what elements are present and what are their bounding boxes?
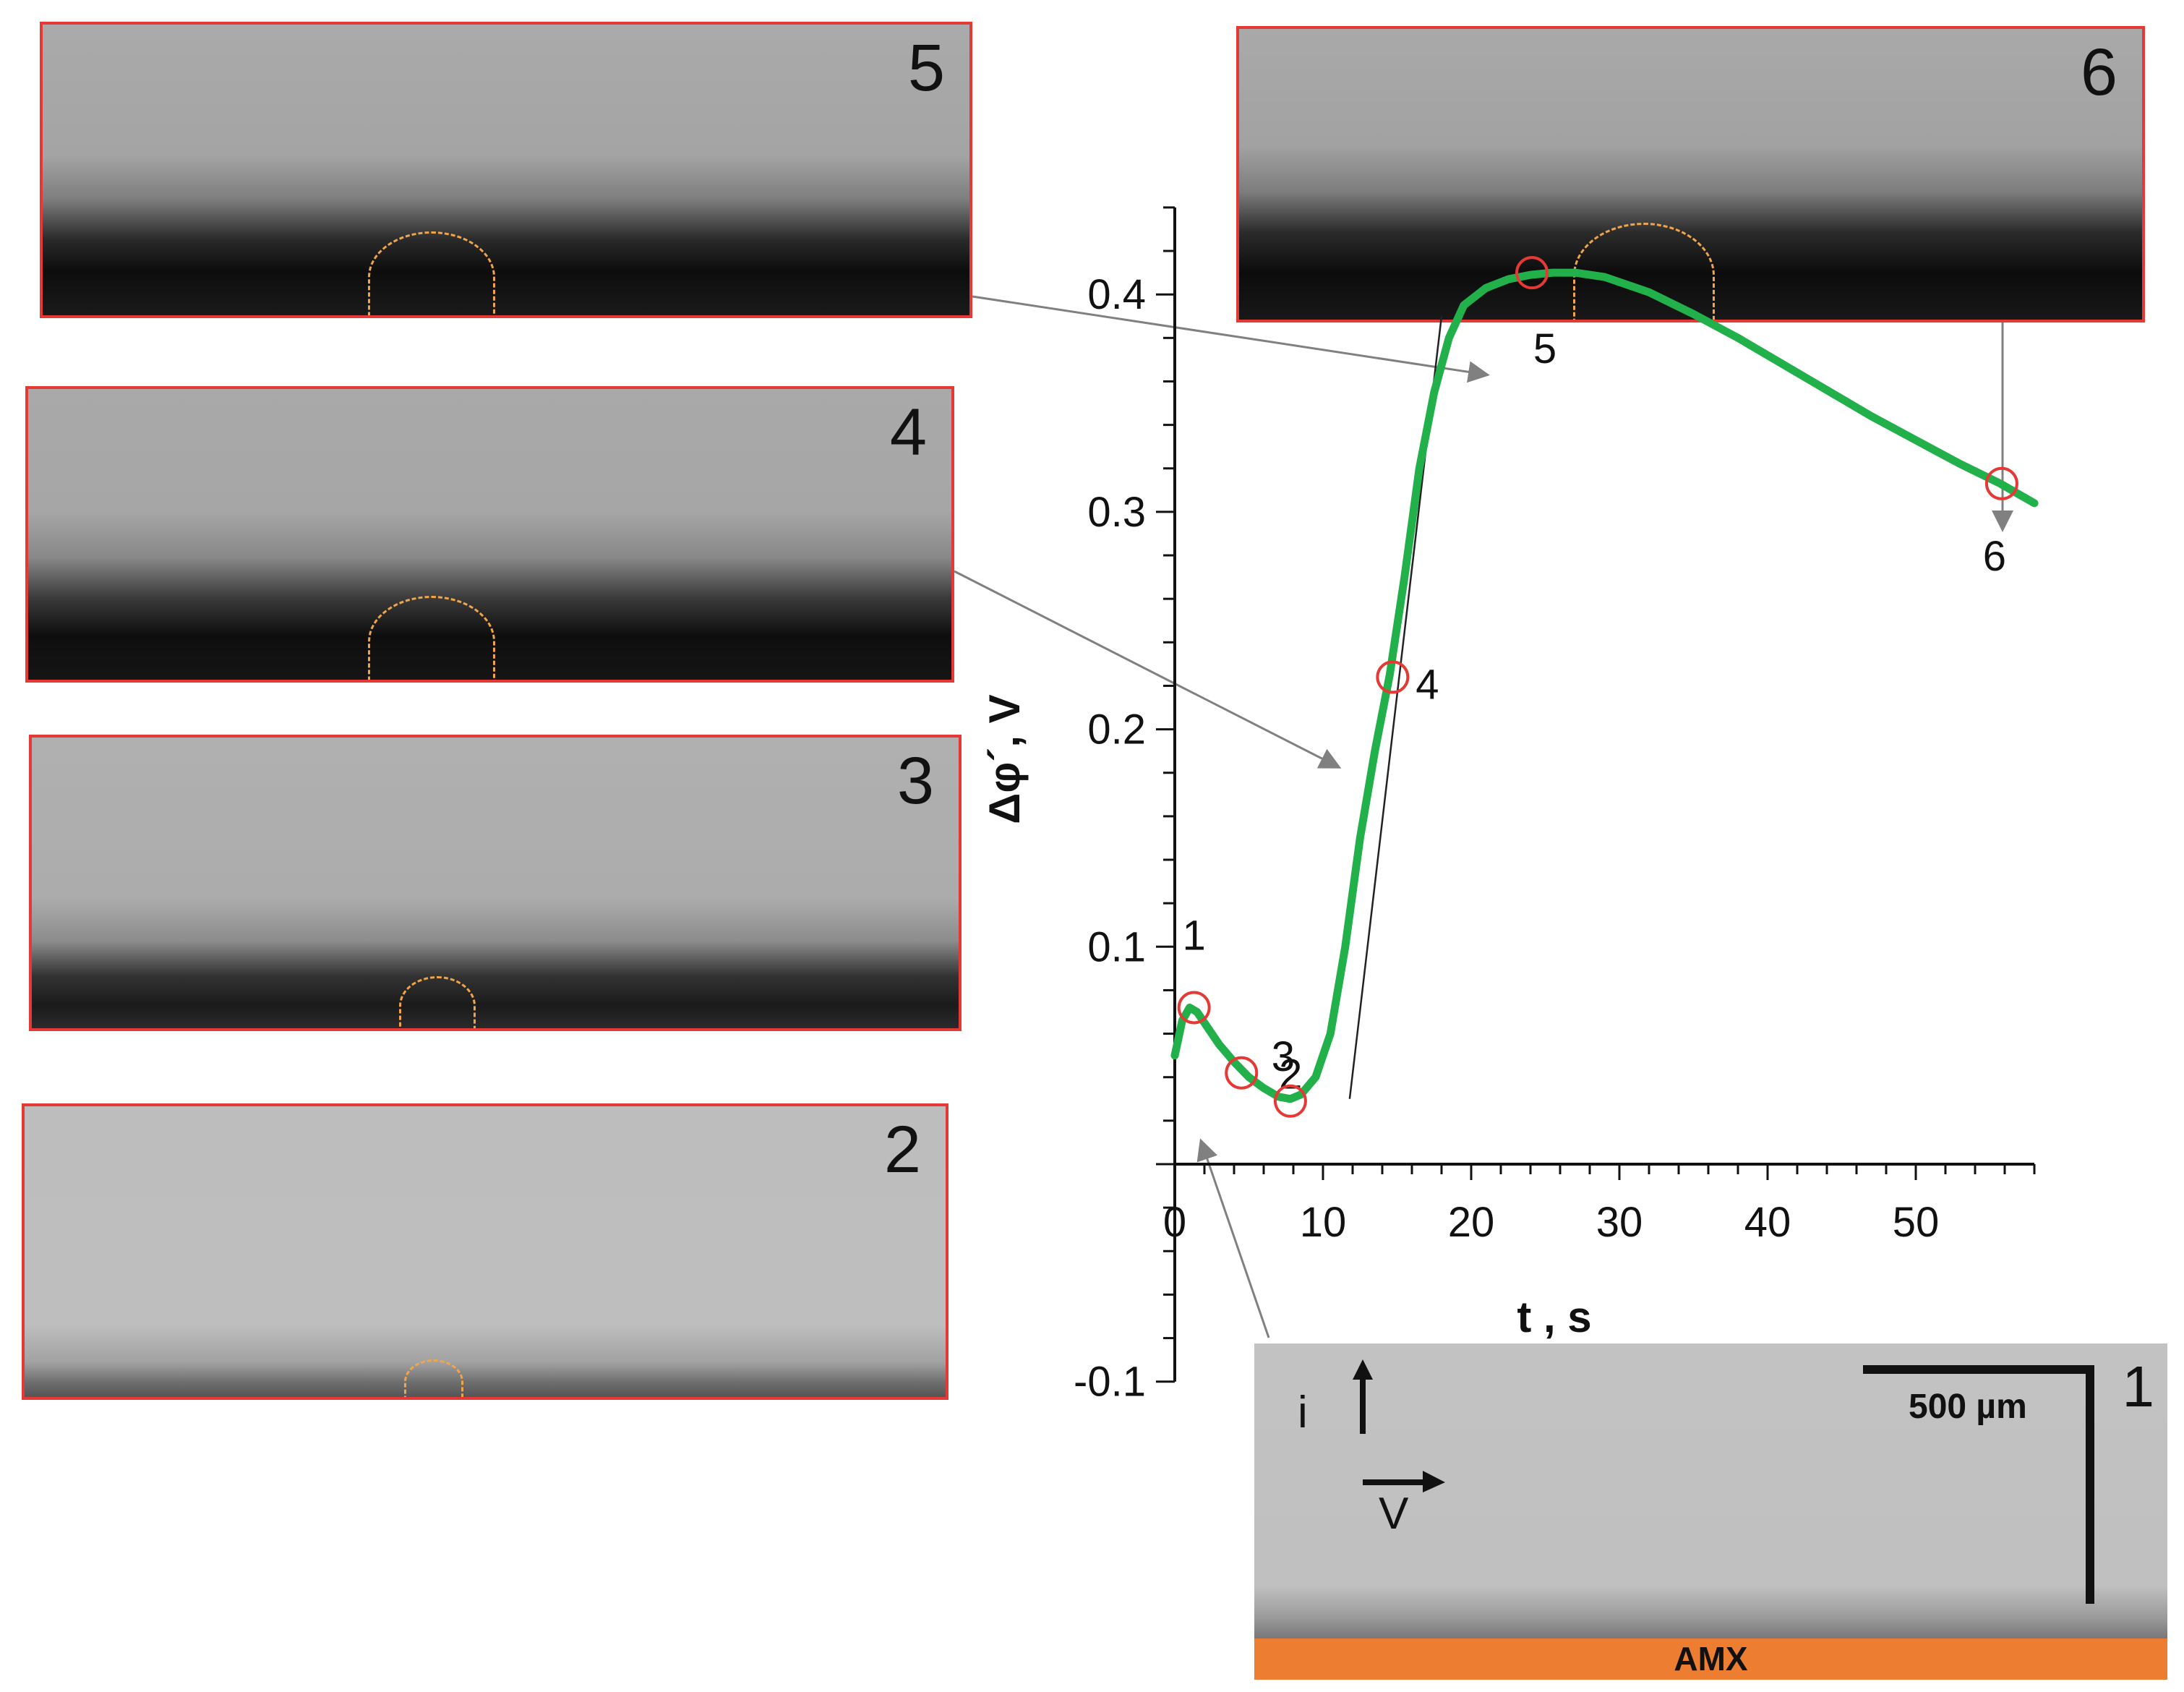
bubble-outline <box>368 596 495 680</box>
marker-label-6: 6 <box>1983 533 2006 580</box>
arrow-up-icon <box>1353 1359 1373 1434</box>
scale-bar-horizontal <box>1863 1365 2094 1374</box>
y-tick-label: -0.1 <box>1074 1359 1146 1406</box>
connector-arrows <box>954 295 2013 1338</box>
marker-point-3 <box>1273 1084 1307 1118</box>
marker-point-2 <box>1225 1056 1259 1090</box>
scale-bar-vertical <box>2086 1365 2094 1604</box>
scale-bar-label: 500 µm <box>1909 1388 2027 1426</box>
marker-label-3: 3 <box>1272 1033 1295 1080</box>
connector-arrow-5 <box>972 295 1490 383</box>
panel-number: 2 <box>883 1113 921 1187</box>
marker-label-4: 4 <box>1416 661 1439 708</box>
y-tick-label: 0.2 <box>1087 706 1146 753</box>
y-tick-label: 0.1 <box>1087 923 1146 970</box>
data-series-line <box>1170 268 2039 1103</box>
micrograph-image <box>25 1106 946 1397</box>
arrow-right-icon <box>1363 1471 1445 1492</box>
axes: 0 10 20 30 40 50 -0.1 0.1 0.2 0.3 0.4 <box>1074 206 2036 1406</box>
y-tick-label: 0.3 <box>1087 489 1146 536</box>
panel-number: 1 <box>2122 1354 2155 1419</box>
micrograph-panel-1: AMX 1 500 µm i V <box>1254 1343 2167 1680</box>
panel-number: 3 <box>896 744 934 818</box>
micrograph-image <box>1254 1343 2167 1638</box>
marker-label-1: 1 <box>1183 912 1206 959</box>
bubble-outline <box>399 976 476 1028</box>
marker-point-5 <box>1515 256 1549 290</box>
x-tick-label: 20 <box>1448 1199 1495 1246</box>
x-tick-label: 30 <box>1596 1199 1643 1246</box>
micrograph-panel-2: 2 <box>22 1103 948 1400</box>
panel-number: 6 <box>2080 35 2117 109</box>
x-axis-label: t , s <box>1517 1293 1591 1341</box>
micrograph-panel-5: 5 <box>40 22 972 318</box>
connector-arrow-4 <box>954 570 1342 769</box>
marker-point-1 <box>1177 991 1211 1025</box>
current-direction-label: i <box>1298 1388 1308 1437</box>
membrane-label: AMX <box>1254 1638 2167 1680</box>
panel-number: 4 <box>889 396 927 469</box>
x-tick-label: 50 <box>1893 1199 1940 1246</box>
marker-label-2: 2 <box>1279 1051 1302 1098</box>
x-tick-label: 0 <box>1163 1199 1186 1246</box>
y-tick-label: 0.4 <box>1087 271 1146 318</box>
micrograph-image <box>32 738 959 1028</box>
x-tick-label: 10 <box>1300 1199 1347 1246</box>
micrograph-panel-4: 4 <box>25 386 954 683</box>
panel-number: 5 <box>907 31 945 105</box>
connector-arrow-1 <box>1196 1138 1270 1338</box>
y-axis-label: Δφ´, V <box>980 694 1029 824</box>
flow-direction-label: V <box>1379 1489 1409 1539</box>
marker-label-5: 5 <box>1533 325 1556 372</box>
micrograph-image <box>43 25 969 315</box>
marker-point-6 <box>1984 466 2018 500</box>
marker-point-4 <box>1376 660 1410 694</box>
micrograph-panel-3: 3 <box>29 735 962 1031</box>
bubble-outline <box>404 1359 463 1397</box>
micrograph-panel-6: 6 <box>1236 26 2145 322</box>
x-tick-label: 40 <box>1744 1199 1791 1246</box>
bubble-outline <box>368 231 495 315</box>
